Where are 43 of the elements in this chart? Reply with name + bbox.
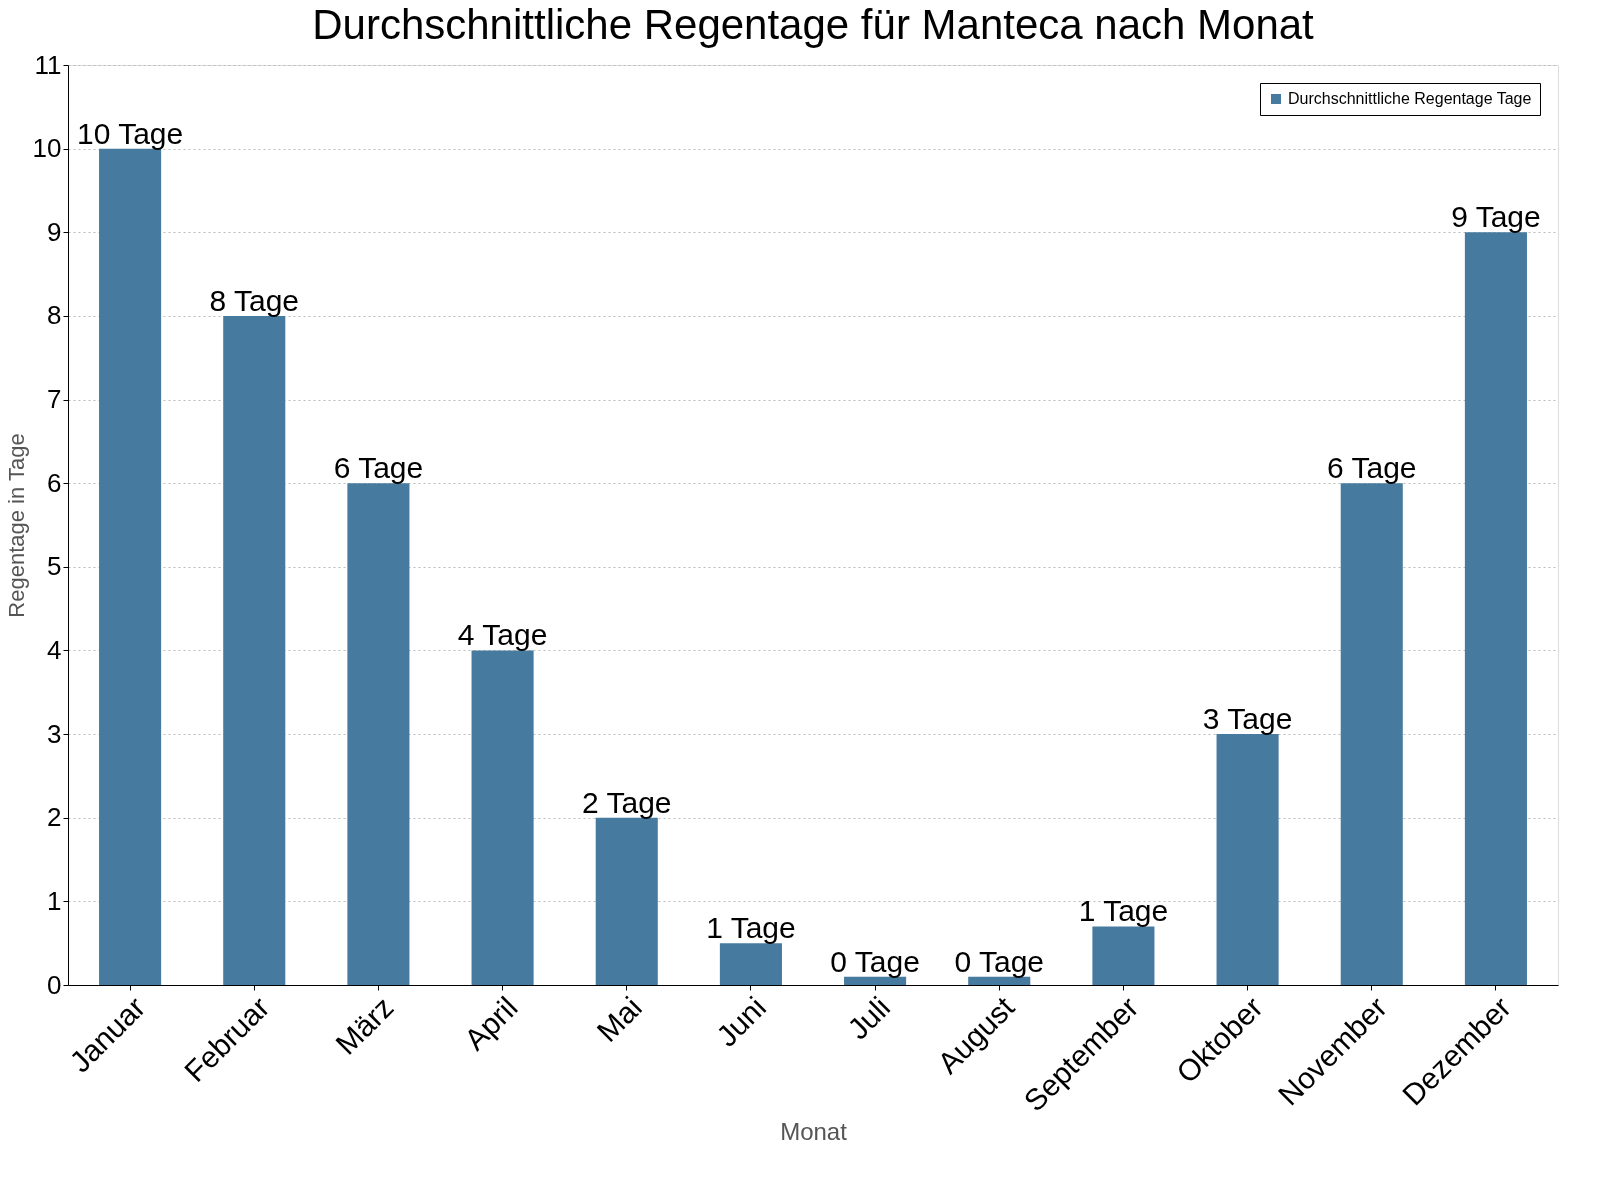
data-label: 4 Tage bbox=[457, 618, 548, 652]
y-tick-label: 8 bbox=[47, 300, 62, 331]
bar bbox=[347, 483, 410, 985]
x-tick-label: Mai bbox=[590, 990, 648, 1048]
data-label: 0 Tage bbox=[830, 944, 920, 978]
data-label: 6 Tage bbox=[333, 451, 424, 485]
bar bbox=[968, 976, 1031, 985]
y-tick-label: 1 bbox=[47, 885, 62, 916]
bar bbox=[223, 315, 286, 985]
data-label: 9 Tage bbox=[1451, 200, 1541, 234]
y-tick-label: 2 bbox=[47, 802, 62, 833]
bar bbox=[1340, 483, 1403, 985]
y-tick-label: 4 bbox=[47, 634, 62, 665]
bar bbox=[99, 148, 162, 985]
bar bbox=[595, 817, 658, 985]
data-label: 1 Tage bbox=[706, 911, 796, 945]
bar bbox=[844, 976, 907, 985]
y-tick-label: 6 bbox=[47, 467, 62, 498]
x-tick-label: Juni bbox=[709, 990, 773, 1053]
y-tick-label: 11 bbox=[34, 49, 62, 80]
bar bbox=[471, 650, 534, 985]
y-tick-label: 3 bbox=[47, 718, 62, 749]
data-label: 3 Tage bbox=[1202, 702, 1293, 736]
data-label: 2 Tage bbox=[581, 785, 672, 819]
x-tick-label: Juli bbox=[841, 990, 897, 1046]
data-label: 0 Tage bbox=[954, 944, 1045, 978]
y-tick-label: 7 bbox=[47, 384, 62, 415]
bar bbox=[1464, 232, 1527, 985]
bar bbox=[719, 943, 782, 985]
y-tick-label: 10 bbox=[32, 133, 62, 164]
y-axis-title: Regentage in Tage bbox=[3, 433, 29, 618]
chart-title: Durchschnittliche Regentage für Manteca nach Monat bbox=[312, 1, 1315, 48]
data-label: 10 Tage bbox=[76, 116, 184, 150]
y-tick-label: 5 bbox=[47, 551, 62, 582]
x-axis-title: Monat bbox=[780, 1118, 848, 1146]
y-tick-label: 9 bbox=[47, 216, 62, 247]
data-label: 8 Tage bbox=[209, 283, 300, 317]
legend-label: Durchschnittliche Regentage Tage bbox=[1288, 90, 1532, 107]
data-label: 6 Tage bbox=[1326, 451, 1417, 485]
data-label: 1 Tage bbox=[1078, 894, 1169, 928]
y-tick-label: 0 bbox=[47, 969, 62, 1000]
bar bbox=[1216, 734, 1279, 985]
bar bbox=[1092, 926, 1155, 985]
